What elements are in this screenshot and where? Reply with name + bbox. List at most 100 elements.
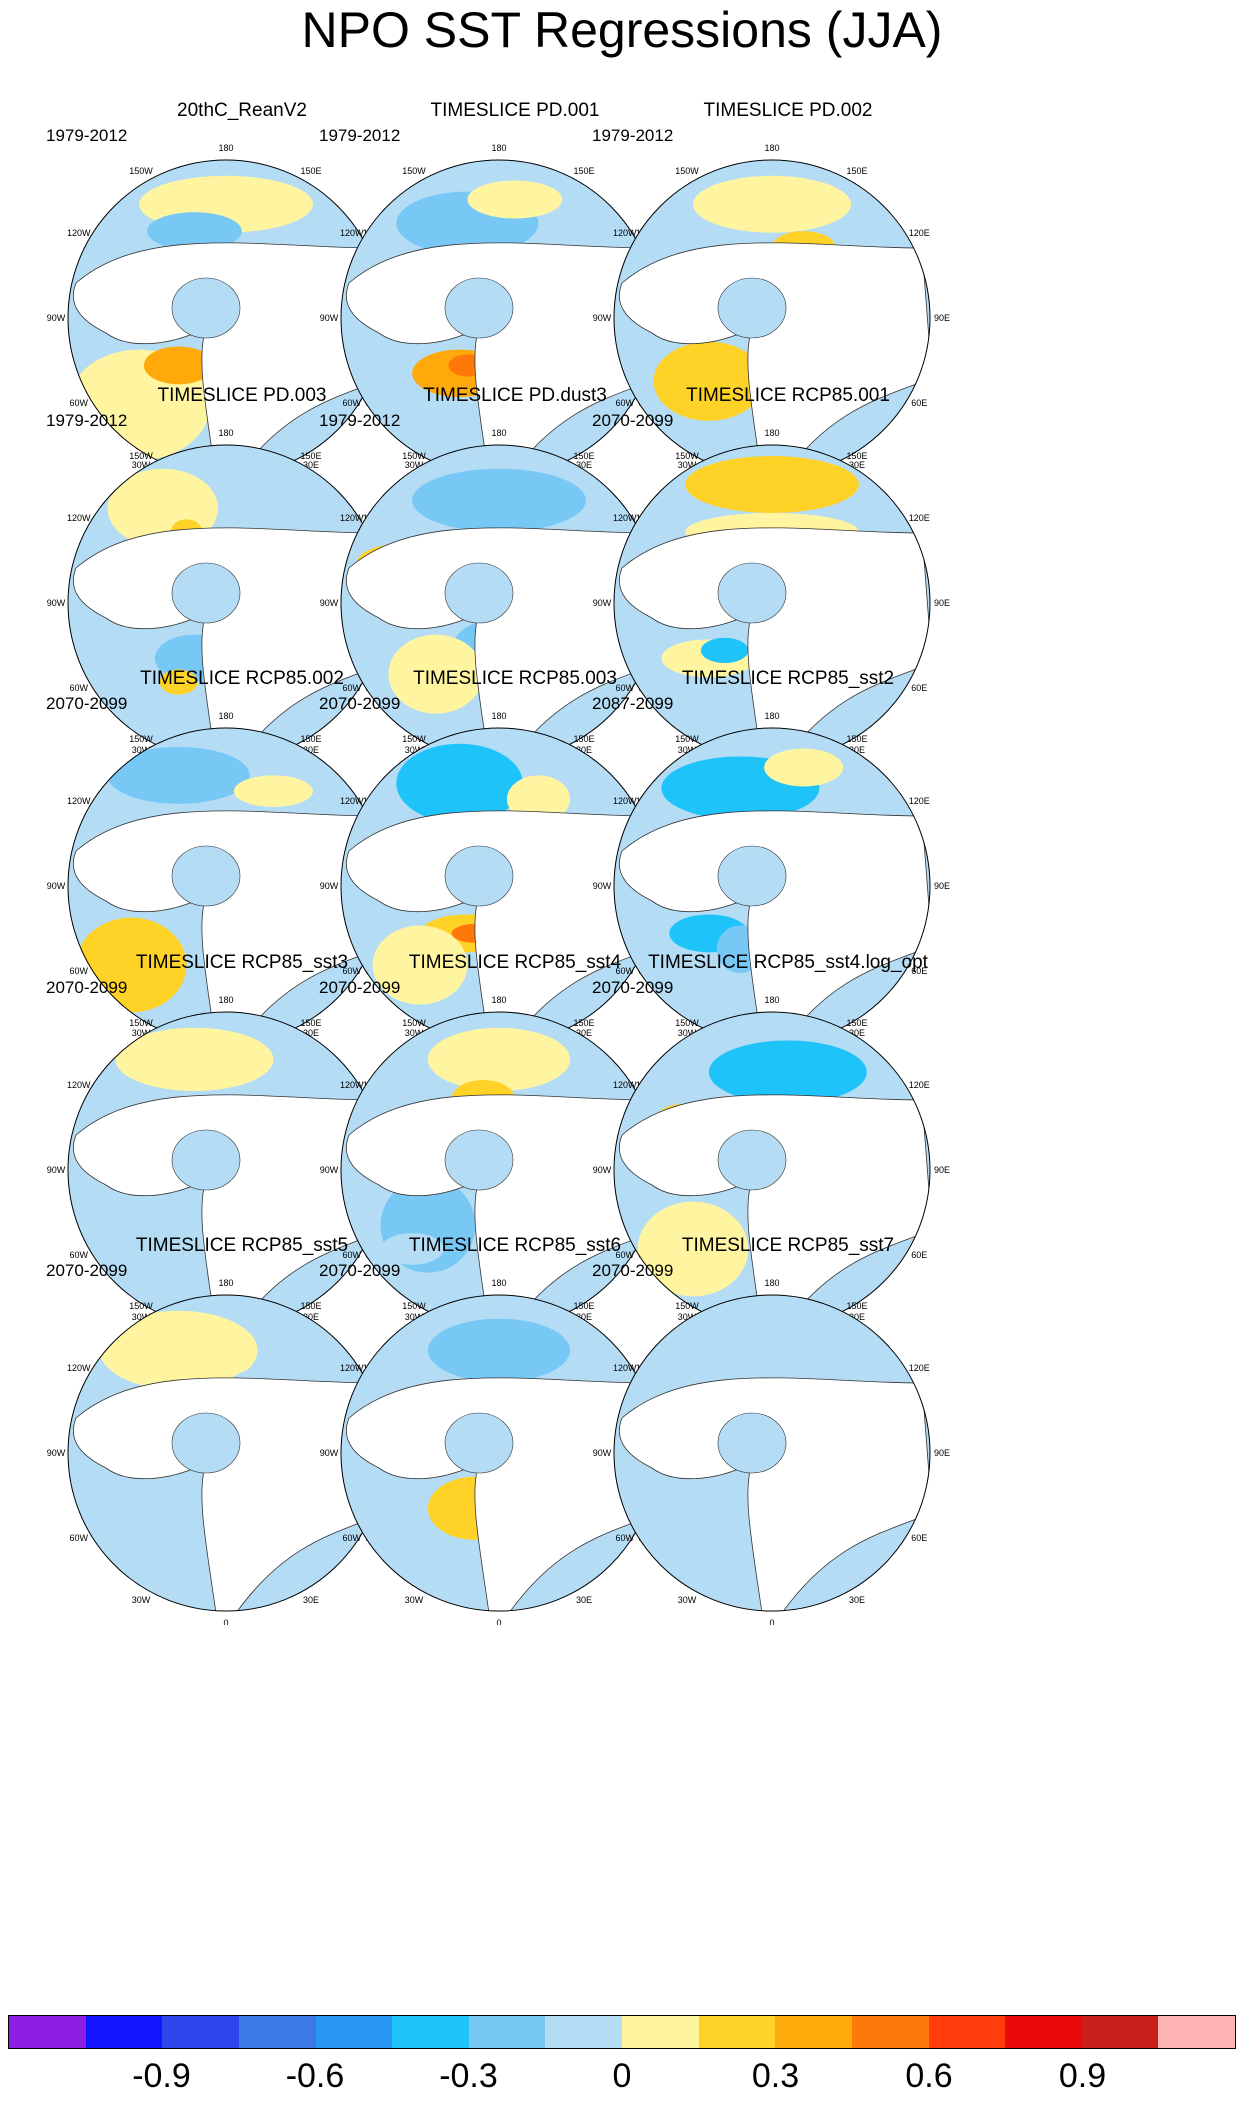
longitude-label: 30E [849,745,865,755]
longitude-label: 30E [849,1028,865,1038]
colorbar [8,2015,1236,2049]
longitude-label: 150W [129,451,153,461]
map-panel: 180150E120E90E60E30E030W60W90W120W150WTI… [582,385,996,775]
longitude-label: 30E [303,1312,319,1322]
longitude-label: 180 [218,428,233,438]
longitude-label: 180 [218,711,233,721]
longitude-label: 60W [343,1533,362,1543]
colorbar-segment [392,2016,469,2048]
longitude-label: 60W [343,1250,362,1260]
longitude-label: 60W [616,1533,635,1543]
longitude-label: 150E [300,451,321,461]
longitude-label: 120W [67,1363,91,1373]
land-mass [346,1377,657,1611]
map-panel: 180150E120E90E60E30E030W60W90W120W150W20… [36,100,450,490]
colorbar-segment [238,2016,316,2048]
panel-years: 2070-2099 [592,411,674,430]
map-panel: 180150E120E90E60E30E030W60W90W120W150WTI… [36,1235,450,1625]
longitude-label: 150E [846,1301,867,1311]
longitude-label: 150E [573,451,594,461]
land-mass [73,242,384,476]
longitude-label: 0 [223,1618,228,1625]
panel-years: 2070-2099 [46,1261,128,1280]
colorbar-segment [1005,2016,1082,2048]
panel-years: 2070-2099 [319,1261,401,1280]
longitude-label: 150W [675,451,699,461]
map-panel: 180150E120E90E60E30E030W60W90W120W150WTI… [309,1235,723,1625]
sst-anomaly-patch [412,468,586,532]
longitude-label: 120E [909,513,930,523]
colorbar-segment [545,2016,622,2048]
colorbar-segment [698,2016,776,2048]
longitude-label: 180 [491,143,506,153]
longitude-label: 150E [300,1018,321,1028]
colorbar-tick-label: -0.9 [132,2057,191,2095]
longitude-label: 150E [846,734,867,744]
longitude-label: 30E [576,1595,592,1605]
arctic-ocean [717,845,787,907]
colorbar-tick-label: 0.6 [905,2057,953,2095]
sst-anomaly-patch [99,1476,211,1572]
arctic-ocean [444,277,514,339]
longitude-label: 90W [593,881,612,891]
colorbar-tick-label: -0.3 [439,2057,498,2095]
sst-anomaly-patch [107,746,250,804]
longitude-label: 60W [343,398,362,408]
longitude-label: 60E [911,1533,927,1543]
longitude-label: 90W [593,313,612,323]
panel-years: 1979-2012 [319,411,401,430]
sst-anomaly-patch [233,775,313,807]
colorbar-tick-label: 0 [612,2057,632,2095]
map-border [613,1294,931,1612]
longitude-label: 120W [340,228,364,238]
colorbar-segment [85,2016,163,2048]
longitude-label: 180 [764,428,779,438]
longitude-label: 180 [218,995,233,1005]
longitude-label: 90W [593,1165,612,1175]
longitude-label: 180 [218,143,233,153]
land-mass [346,1094,657,1328]
longitude-label: 180 [764,995,779,1005]
longitude-label: 30E [576,1028,592,1038]
land-mass [73,810,384,1044]
panel-title: TIMESLICE RCP85_sst3 [135,952,349,973]
longitude-label: 30E [303,1028,319,1038]
longitude-label: 30E [303,1595,319,1605]
longitude-label: 60W [343,966,362,976]
longitude-label: 90W [593,598,612,608]
longitude-label: 150W [129,734,153,744]
map-panel: 180150E120E90E60E30E030W60W90W120W150WTI… [582,952,996,1342]
longitude-label: 180 [491,428,506,438]
longitude-label: 30E [576,460,592,470]
longitude-label: 60E [911,966,927,976]
sst-anomaly-patch [99,1310,258,1390]
arctic-ocean [717,562,787,624]
longitude-label: 30E [303,745,319,755]
longitude-label: 180 [764,1278,779,1288]
colorbar-segment [468,2016,546,2048]
longitude-label: 30E [576,1312,592,1322]
longitude-label: 150W [129,1018,153,1028]
longitude-label: 60W [616,966,635,976]
colorbar-segment [162,2016,239,2048]
sst-anomaly-patch [372,925,468,1005]
sst-anomaly-patch [645,1468,725,1580]
longitude-label: 90W [593,1448,612,1458]
sst-anomaly-patch [467,180,563,219]
panel-title: TIMESLICE RCP85_sst4.log_opt [648,952,928,973]
sst-anomaly-patch [653,341,765,421]
map-panel: 180150E120E90E60E30E030W60W90W120W150WTI… [36,385,450,775]
longitude-label: 120W [340,1080,364,1090]
longitude-label: 150E [573,1018,594,1028]
colorbar-segment [9,2016,86,2048]
longitude-label: 90W [320,1165,339,1175]
longitude-label: 150W [402,451,426,461]
longitude-label: 150E [846,451,867,461]
land-mass [346,242,657,476]
panel-title: TIMESLICE PD.001 [430,100,600,121]
longitude-label: 60W [70,683,89,693]
